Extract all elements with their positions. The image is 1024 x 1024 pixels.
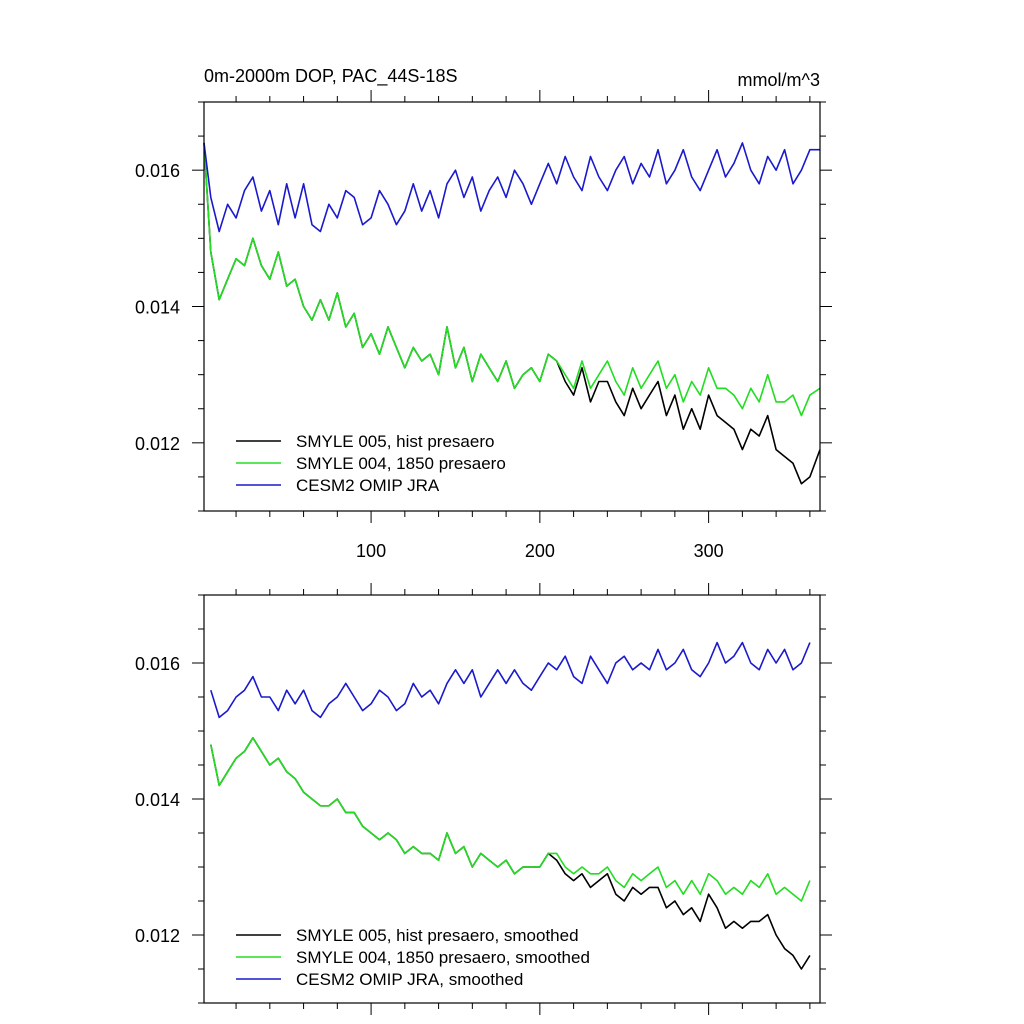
legend: SMYLE 005, hist presaero, smoothed SMYLE … [236, 926, 590, 989]
series-lines [203, 142, 821, 485]
series-line-1 [210, 736, 811, 902]
legend-label: CESM2 OMIP JRA, smoothed [296, 970, 523, 989]
top-panel: 0m-2000m DOP, PAC_44S-18S mmol/m^3 0.012… [135, 66, 832, 561]
y-tick-label: 0.016 [135, 654, 180, 674]
x-tick-label: 100 [356, 541, 386, 561]
y-tick-labels: 0.012 0.014 0.016 [135, 654, 180, 946]
axis-ticks [192, 90, 832, 523]
axis-ticks [192, 583, 832, 1015]
legend-label: SMYLE 005, hist presaero [296, 432, 494, 451]
chart-title: 0m-2000m DOP, PAC_44S-18S [204, 66, 457, 87]
y-tick-label: 0.016 [135, 161, 180, 181]
legend-label: SMYLE 004, 1850 presaero [296, 454, 506, 473]
plot-frame [203, 594, 821, 1004]
x-tick-labels: 100 200 300 [356, 541, 724, 561]
x-tick-label: 300 [694, 541, 724, 561]
series-lines [210, 641, 811, 970]
y-tick-label: 0.014 [135, 790, 180, 810]
legend-label: SMYLE 004, 1850 presaero, smoothed [296, 948, 590, 967]
legend-label: CESM2 OMIP JRA [296, 476, 440, 495]
legend: SMYLE 005, hist presaero SMYLE 004, 1850 … [236, 432, 506, 495]
units-label: mmol/m^3 [738, 70, 820, 90]
series-line-2 [203, 142, 820, 233]
y-tick-label: 0.014 [135, 298, 180, 318]
y-tick-labels: 0.012 0.014 0.016 [135, 161, 180, 454]
bottom-panel: 0.012 0.014 0.016 SMYLE 005, hist presaero… [135, 583, 832, 1015]
series-line-1 [203, 142, 821, 417]
y-tick-label: 0.012 [135, 434, 180, 454]
legend-label: SMYLE 005, hist presaero, smoothed [296, 926, 579, 945]
series-line-2 [210, 641, 811, 719]
y-tick-label: 0.012 [135, 926, 180, 946]
x-tick-label: 200 [525, 541, 555, 561]
plot-frame [203, 101, 821, 512]
